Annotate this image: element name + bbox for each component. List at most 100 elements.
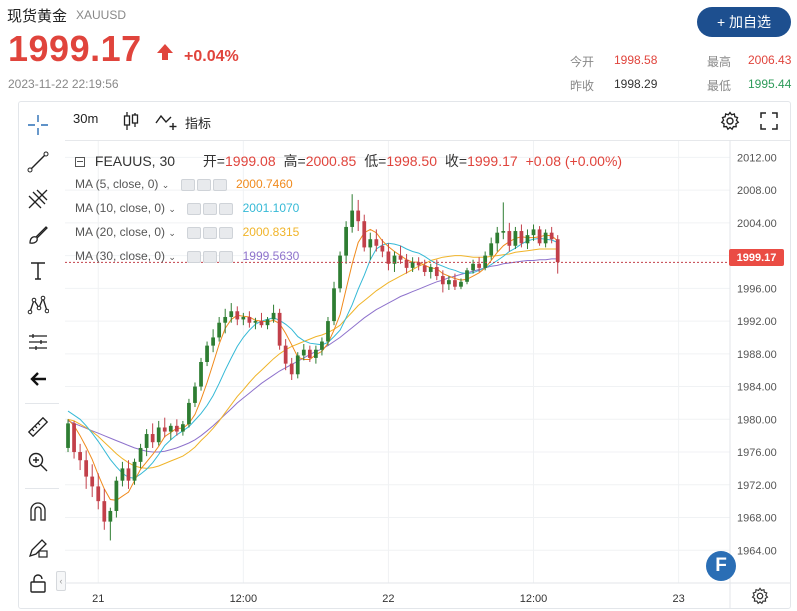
y-tick-label: 1980.00 xyxy=(737,414,777,426)
eye-icon[interactable] xyxy=(187,202,202,215)
candle-body xyxy=(543,232,548,244)
ma10-line xyxy=(67,237,558,479)
ma10-legend: MA (10, close, 0) ⌄ 2001.1070 xyxy=(75,201,300,215)
y-tick-label: 1984.00 xyxy=(737,382,777,394)
candle-body xyxy=(114,480,119,511)
text-icon[interactable] xyxy=(23,255,53,285)
gear-icon[interactable] xyxy=(203,202,218,215)
candle-body xyxy=(223,316,228,323)
eye-icon[interactable] xyxy=(187,250,202,263)
settings-gear-icon[interactable] xyxy=(719,110,741,132)
gear-icon[interactable] xyxy=(203,250,218,263)
candle-body xyxy=(362,221,367,248)
legend-collapse-icon[interactable] xyxy=(75,157,85,167)
candle-body xyxy=(555,239,560,263)
candle-body xyxy=(156,427,161,443)
stat-high-label: 最高 xyxy=(707,55,732,69)
candle-body xyxy=(447,280,451,285)
candle-body xyxy=(265,319,270,326)
indicators-button[interactable]: 指标 xyxy=(185,116,212,131)
candle-body xyxy=(519,231,524,244)
candle-body xyxy=(108,510,113,522)
back-arrow-icon[interactable] xyxy=(23,364,53,394)
candle-body xyxy=(465,270,469,282)
candle-body xyxy=(320,341,324,350)
candles xyxy=(65,194,730,541)
close-icon[interactable] xyxy=(219,202,234,215)
candle-body xyxy=(549,232,554,240)
candle-style-icon[interactable] xyxy=(121,110,141,132)
candle-body xyxy=(434,267,439,277)
candle-body xyxy=(422,265,427,272)
candle-body xyxy=(483,255,488,268)
eye-icon[interactable] xyxy=(187,226,202,239)
close-icon[interactable] xyxy=(219,226,234,239)
trendline-icon[interactable] xyxy=(23,147,53,177)
timeframe-button[interactable]: 30m xyxy=(73,111,99,126)
crosshair-icon[interactable] xyxy=(23,110,53,140)
candle-body xyxy=(332,288,336,322)
stat-open-value: 1998.58 xyxy=(614,53,658,67)
instrument-code: XAUUSD xyxy=(76,8,127,22)
ma30-legend: MA (30, close, 0) ⌄ 1999.5630 xyxy=(75,249,300,263)
fib-icon[interactable] xyxy=(23,184,53,214)
ma20-value: 2000.8315 xyxy=(242,225,300,239)
legend-change: +0.08 (+0.00%) xyxy=(525,153,623,169)
fullscreen-icon[interactable] xyxy=(758,110,780,132)
measure-icon[interactable] xyxy=(23,327,53,357)
y-tick-label: 1968.00 xyxy=(737,513,777,525)
indicators-icon[interactable] xyxy=(155,110,179,132)
axis-settings-gear-icon[interactable] xyxy=(751,587,771,607)
stat-prevclose-label: 昨收 xyxy=(570,79,595,93)
up-arrow-icon xyxy=(157,44,173,53)
candle-body xyxy=(66,423,70,448)
ma5-value: 2000.7460 xyxy=(235,177,293,191)
eye-icon[interactable] xyxy=(180,178,195,191)
ma30-value: 1999.5630 xyxy=(242,249,300,263)
x-tick-label: 23 xyxy=(672,593,684,605)
candle-body xyxy=(126,468,131,481)
candle-body xyxy=(392,255,397,264)
add-watchlist-button[interactable]: + 加自选 xyxy=(697,7,791,37)
ma20-legend: MA (20, close, 0) ⌄ 2000.8315 xyxy=(75,225,300,239)
gear-icon[interactable] xyxy=(196,178,211,191)
candle-body xyxy=(193,386,197,403)
candle-body xyxy=(199,362,203,387)
close-icon[interactable] xyxy=(219,250,234,263)
pattern-icon[interactable] xyxy=(23,290,53,320)
legend-open: 1999.08 xyxy=(225,153,276,169)
gear-icon[interactable] xyxy=(203,226,218,239)
candle-body xyxy=(132,461,137,481)
ruler-icon[interactable] xyxy=(23,412,53,442)
candle-body xyxy=(440,276,445,285)
moving-average-lines xyxy=(67,228,559,501)
ma20-label: MA (20, close, 0) xyxy=(75,225,166,239)
zoom-in-icon[interactable] xyxy=(23,447,53,477)
toolbar-divider xyxy=(25,403,59,404)
candle-body xyxy=(241,316,246,320)
ma5-legend: MA (5, close, 0) ⌄ 2000.7460 xyxy=(75,177,293,191)
candle-body xyxy=(495,232,500,244)
stat-prevclose-value: 1998.29 xyxy=(614,77,658,91)
ma10-value: 2001.1070 xyxy=(242,201,300,215)
close-icon[interactable] xyxy=(212,178,227,191)
y-tick-label: 1976.00 xyxy=(737,447,777,459)
candle-body xyxy=(229,311,234,317)
ma30-line xyxy=(67,258,558,453)
lock-pencil-icon[interactable] xyxy=(23,533,53,563)
y-axis: 1964.00 1968.00 1972.00 1976.00 1980.00 1984.… xyxy=(729,140,777,609)
grid-lines xyxy=(65,141,730,583)
candle-body xyxy=(410,262,415,268)
y-tick-label: 1988.00 xyxy=(737,349,777,361)
ohlc-legend: FEAUUS, 30 开=1999.08 高=2000.85 低=1998.50… xyxy=(75,151,622,171)
instrument-name: 现货黄金 xyxy=(7,8,68,25)
ma30-label: MA (30, close, 0) xyxy=(75,249,166,263)
magnet-icon[interactable] xyxy=(23,496,53,526)
lock-icon[interactable] xyxy=(23,568,53,598)
stat-low-label: 最低 xyxy=(707,79,732,93)
toolbar-collapse-tab[interactable]: ‹ xyxy=(56,571,66,591)
brush-icon[interactable] xyxy=(23,220,53,250)
candle-body xyxy=(489,243,494,256)
ma5-label: MA (5, close, 0) xyxy=(75,177,159,191)
